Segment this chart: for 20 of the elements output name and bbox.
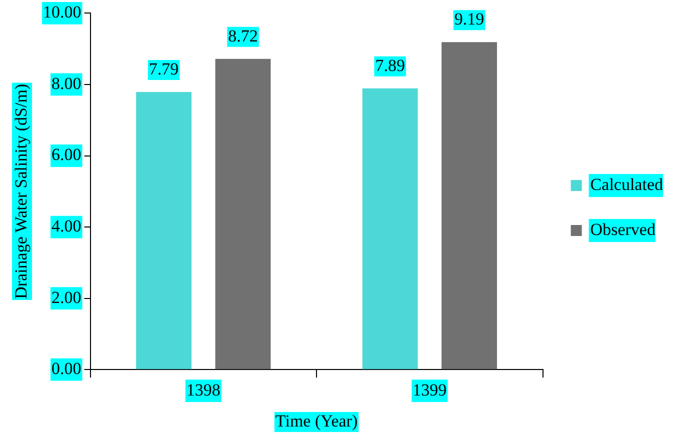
bar bbox=[136, 92, 192, 370]
bar bbox=[215, 58, 271, 370]
x-tick-label: 1398 bbox=[186, 380, 220, 400]
y-tick-label: 2.00 bbox=[52, 288, 82, 307]
y-tick-label: 0.00 bbox=[52, 359, 82, 378]
data-label: 7.79 bbox=[148, 59, 179, 78]
data-label: 9.19 bbox=[454, 10, 484, 29]
y-tick-label: 8.00 bbox=[52, 74, 82, 93]
bar bbox=[442, 42, 497, 370]
y-tick-label: 10.00 bbox=[43, 2, 82, 22]
legend-label: Observed bbox=[590, 220, 656, 239]
y-axis-title: Drainage Water Salinity (dS/m) bbox=[11, 84, 30, 299]
x-tick-label: 1399 bbox=[412, 380, 447, 400]
data-label: 7.89 bbox=[375, 56, 405, 75]
y-tick-label: 4.00 bbox=[52, 216, 82, 236]
y-tick-label: 6.00 bbox=[52, 145, 82, 164]
bar bbox=[362, 88, 418, 370]
legend-label: Calculated bbox=[590, 174, 664, 194]
x-axis-title: Time (Year) bbox=[275, 411, 358, 430]
data-label: 8.72 bbox=[228, 26, 258, 46]
